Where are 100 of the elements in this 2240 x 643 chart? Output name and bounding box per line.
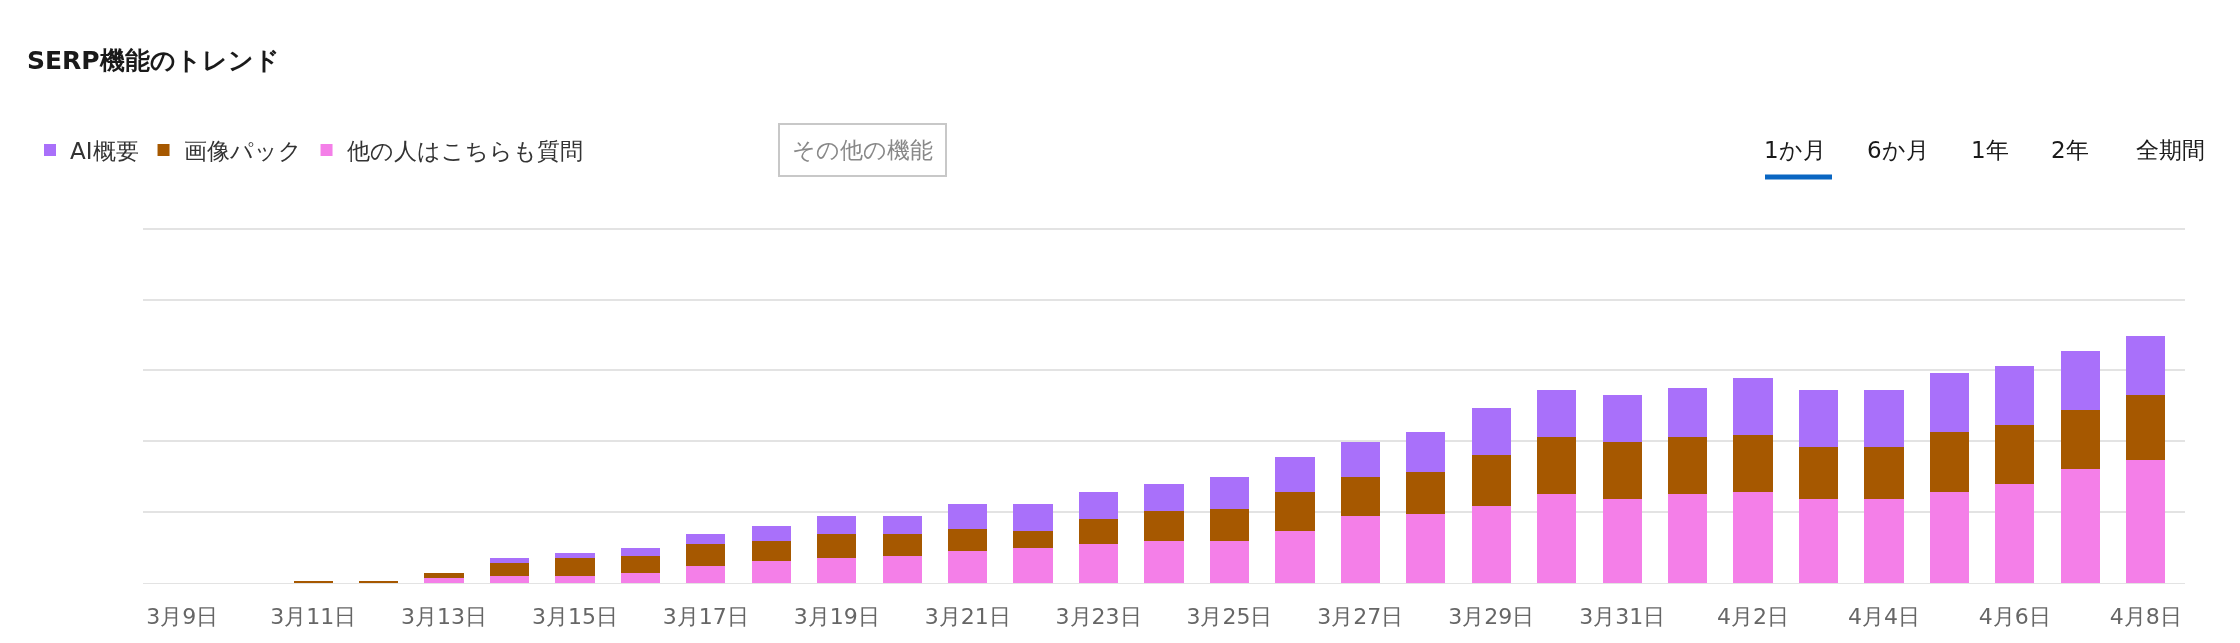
x-tick-label: 3月19日 <box>793 604 880 630</box>
bar <box>686 543 726 566</box>
bar <box>1144 511 1184 542</box>
x-tick-label: 3月21日 <box>924 604 1011 630</box>
bar <box>1275 491 1315 532</box>
bar <box>1078 518 1119 544</box>
bar <box>1995 424 2035 485</box>
text: 1年 <box>1971 137 2009 163</box>
bar <box>686 565 726 583</box>
bar <box>489 558 530 564</box>
bar <box>1602 395 1642 443</box>
bar <box>686 533 726 544</box>
bar <box>1209 541 1250 583</box>
x-tick-label: 3月25日 <box>1186 604 1273 630</box>
bar <box>1929 373 1970 433</box>
bar <box>1733 434 1773 492</box>
bar <box>555 553 595 559</box>
bar <box>1929 432 1970 492</box>
bar <box>489 563 530 576</box>
bar <box>2126 459 2166 583</box>
bar <box>1078 543 1119 583</box>
x-tick-label: 4月4日 <box>1847 604 1920 630</box>
bar <box>1275 457 1315 492</box>
bar <box>2126 395 2166 460</box>
x-tick-label: 3月13日 <box>401 604 488 630</box>
bar <box>1471 454 1511 507</box>
bar <box>1602 499 1642 583</box>
bar <box>948 528 988 551</box>
bar <box>1733 378 1773 435</box>
bar <box>1340 476 1380 517</box>
bar <box>1537 437 1577 495</box>
bar <box>882 555 922 583</box>
text: その他の機能 <box>792 137 933 163</box>
bar <box>948 550 988 583</box>
bar <box>1995 365 2035 425</box>
x-tick-label: 4月6日 <box>1978 604 2051 630</box>
bar <box>1995 484 2035 583</box>
bar <box>489 575 530 583</box>
bar <box>1798 390 1839 448</box>
bar <box>1013 548 1053 583</box>
bar <box>2126 336 2166 396</box>
bar <box>1537 494 1577 583</box>
bar <box>1667 437 1708 495</box>
bar <box>2060 410 2100 470</box>
x-tick-label: 4月2日 <box>1717 604 1790 630</box>
bar <box>555 575 595 583</box>
bar <box>882 533 922 556</box>
bar <box>1864 390 1904 448</box>
bar <box>1013 503 1053 532</box>
bar <box>620 573 661 583</box>
bar <box>817 558 857 583</box>
bar <box>1929 491 1970 583</box>
bar <box>817 516 857 534</box>
bar <box>1275 531 1315 583</box>
bar <box>1144 541 1184 583</box>
bar <box>1013 531 1053 549</box>
legend-label: AI概要 <box>70 137 139 164</box>
text: 全期間 <box>2136 137 2205 163</box>
x-tick-label: 3月23日 <box>1055 604 1142 630</box>
bar <box>2060 350 2100 411</box>
x-tick-label: 3月17日 <box>662 604 749 630</box>
legend-label: 画像パック <box>183 137 302 164</box>
bar <box>751 526 791 542</box>
x-tick-label: 3月29日 <box>1448 604 1535 630</box>
bar <box>1798 447 1839 500</box>
bar <box>620 548 661 556</box>
text: 2年 <box>2051 137 2089 163</box>
bar <box>751 560 791 583</box>
bar <box>948 503 988 529</box>
bar <box>1406 432 1446 472</box>
bar <box>1209 476 1250 509</box>
bar <box>1798 499 1839 583</box>
bar <box>1602 442 1642 500</box>
x-tick-label: 3月27日 <box>1317 604 1404 630</box>
bar <box>1406 471 1446 514</box>
legend-label: 他の人はこちらも質問 <box>346 137 583 164</box>
bar <box>1471 407 1511 455</box>
text: 1か月 <box>1764 137 1826 163</box>
bar <box>817 533 857 559</box>
bar <box>424 578 464 583</box>
bar <box>1667 494 1708 583</box>
bar <box>1471 506 1511 583</box>
chart-title: SERP機能のトレンド <box>26 45 280 75</box>
bar <box>1340 516 1380 583</box>
bar <box>1340 442 1380 477</box>
x-tick-label: 3月31日 <box>1579 604 1666 630</box>
bar <box>555 558 595 576</box>
bar <box>1406 513 1446 583</box>
bar <box>1733 491 1773 583</box>
bar <box>1537 390 1577 438</box>
bar <box>1144 484 1184 512</box>
bar <box>1864 447 1904 500</box>
bar <box>1864 499 1904 583</box>
bar <box>751 541 791 561</box>
bar <box>882 516 922 534</box>
x-tick-label: 3月15日 <box>531 604 618 630</box>
bar <box>1078 491 1119 519</box>
x-tick-label: 3月9日 <box>146 604 219 630</box>
bar <box>424 573 464 579</box>
text: 6か月 <box>1867 137 1929 163</box>
